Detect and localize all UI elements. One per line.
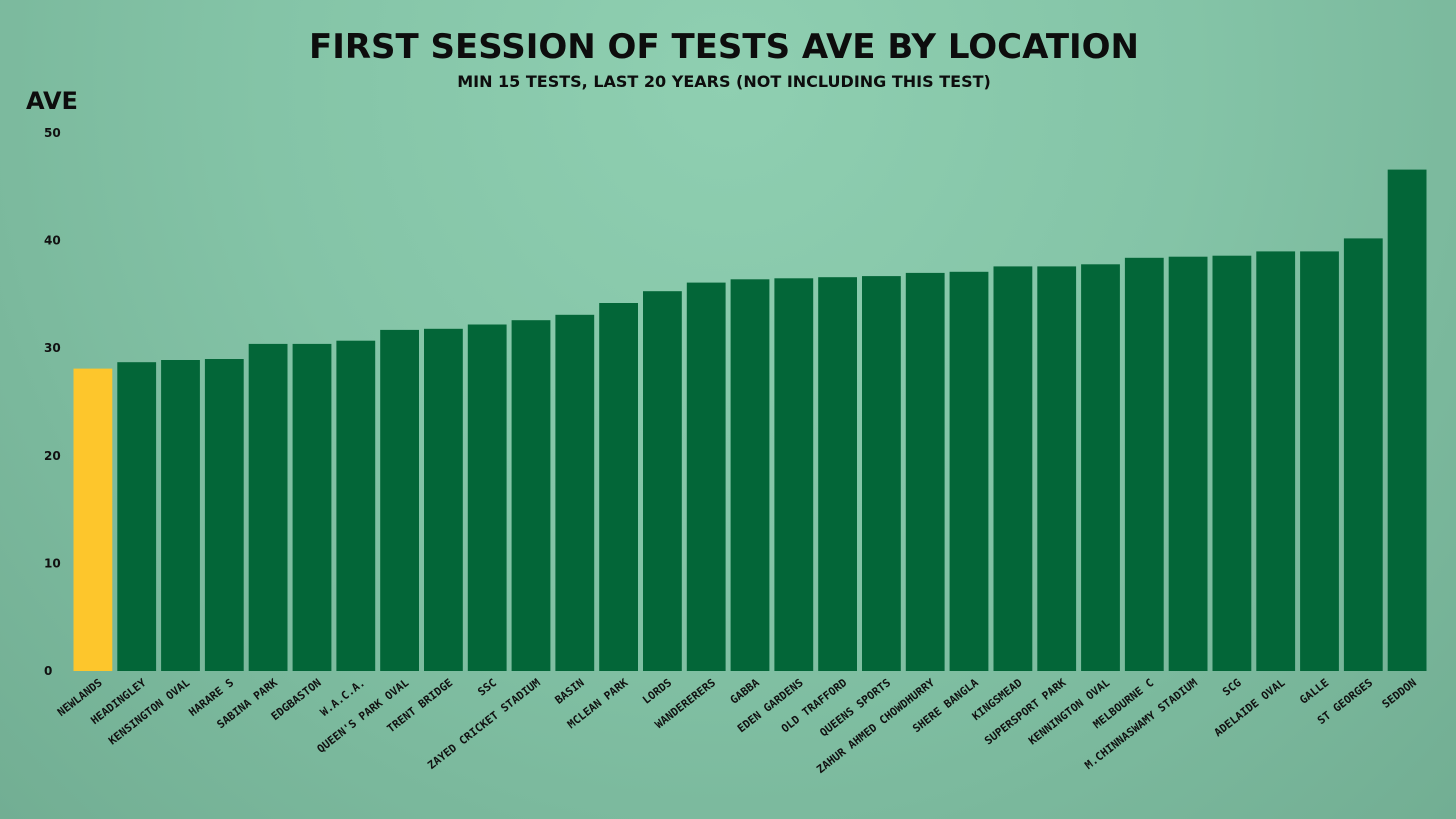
bar-supersport-park [1037, 266, 1077, 671]
bar-sabina-park [248, 343, 288, 671]
bar-zahur-ahmed-chowdhurry [905, 272, 945, 671]
bar-old-trafford [818, 277, 857, 671]
bar-melbourne-c [1124, 257, 1164, 671]
bar-harare-s [204, 359, 244, 671]
chart-subtitle: MIN 15 TESTS, LAST 20 YEARS (NOT INCLUDI… [457, 72, 991, 91]
bar-zayed-cricket-stadium [511, 320, 551, 671]
bar-basin [555, 314, 595, 671]
bar-kingsmead [993, 266, 1033, 671]
y-axis-label: AVE [26, 87, 78, 115]
x-category-label: BASIN [553, 676, 587, 707]
x-category-label: SCG [1220, 676, 1244, 699]
y-tick-label: 10 [44, 556, 61, 570]
bar-edgbaston [292, 343, 332, 671]
y-tick-label: 0 [44, 664, 52, 678]
bar-queen-s-park-oval [380, 329, 419, 671]
x-category-label: SEDDON [1380, 676, 1419, 711]
x-category-label: KENSINGTON OVAL [106, 676, 193, 748]
x-category-label: LORDS [640, 676, 674, 707]
bars [73, 169, 1427, 671]
bar-st-georges [1343, 238, 1383, 671]
bar-eden-gardens [774, 278, 814, 671]
bar-ssc [467, 324, 507, 671]
bar-adelaide-oval [1256, 251, 1296, 671]
bar-headingley [117, 362, 157, 671]
bar-w-a-c-a [336, 340, 376, 671]
bar-newlands [73, 368, 113, 671]
bar-seddon [1387, 169, 1427, 671]
bar-mclean-park [599, 303, 638, 671]
bar-gabba [730, 279, 770, 671]
y-tick-label: 20 [44, 449, 61, 463]
bar-kennington-oval [1081, 264, 1120, 671]
y-axis-ticks: 0 10 20 30 40 50 [44, 126, 61, 678]
bar-shere-bangla [949, 271, 989, 671]
y-tick-label: 40 [44, 234, 61, 248]
x-category-label: KENNINGTON OVAL [1026, 676, 1113, 748]
bar-trent-bridge [424, 328, 463, 671]
x-category-label: SSC [475, 676, 499, 698]
bar-galle [1300, 251, 1339, 671]
x-category-label: GABBA [728, 676, 762, 707]
bar-kensington-oval [161, 360, 200, 671]
bar-lords [643, 291, 682, 671]
bar-queens-sports [862, 276, 901, 671]
y-tick-label: 30 [44, 341, 61, 355]
bar-m-chinnaswamy-stadium [1168, 256, 1208, 671]
bar-scg [1212, 255, 1252, 671]
x-category-label: GALLE [1297, 676, 1331, 707]
chart-title: FIRST SESSION OF TESTS AVE BY LOCATION [309, 27, 1139, 67]
y-tick-label: 50 [44, 126, 61, 140]
bar-wandererers [686, 282, 726, 671]
